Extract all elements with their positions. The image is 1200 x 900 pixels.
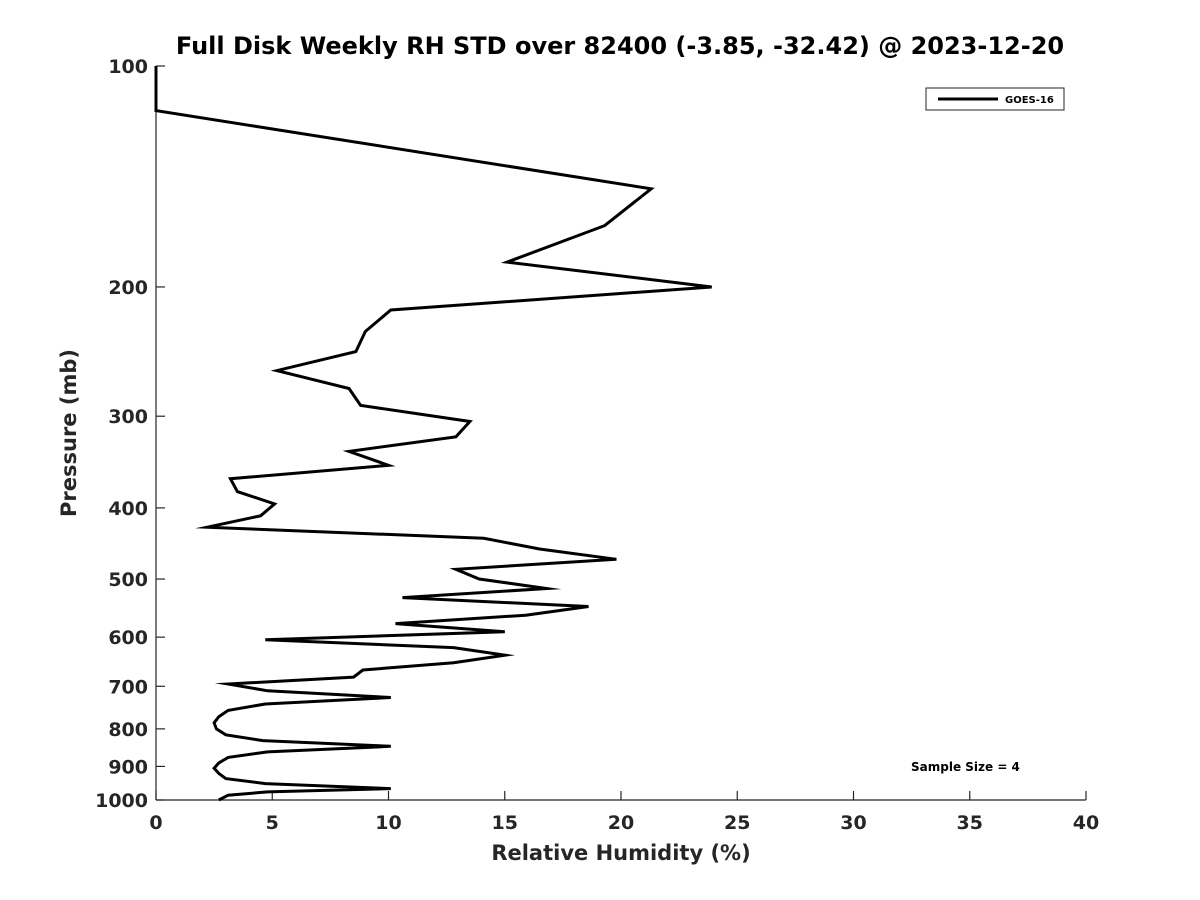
x-tick-label: 0 <box>149 812 162 834</box>
y-tick-label: 200 <box>108 277 148 299</box>
y-axis-label: Pressure (mb) <box>57 349 81 517</box>
x-tick-label: 10 <box>375 812 401 834</box>
y-tick-label: 100 <box>108 56 148 78</box>
x-tick-label: 5 <box>266 812 279 834</box>
x-tick-label: 40 <box>1073 812 1099 834</box>
x-tick-label: 30 <box>840 812 866 834</box>
y-tick-label: 500 <box>108 569 148 591</box>
legend: GOES-16 <box>925 87 1065 111</box>
y-tick-label: 900 <box>108 756 148 778</box>
series-layer <box>154 66 712 802</box>
sample-size-annotation: Sample Size = 4 <box>911 760 1020 774</box>
y-tick-label: 300 <box>108 406 148 428</box>
series-line-goes-16 <box>154 66 712 802</box>
y-ticks: 100 200 300 400 500 600 700 800 900 1000 <box>95 56 165 812</box>
x-tick-label: 15 <box>492 812 518 834</box>
y-tick-label: 700 <box>108 676 148 698</box>
y-tick-label: 600 <box>108 627 148 649</box>
x-ticks: 0 5 10 15 20 25 30 35 40 <box>149 791 1099 834</box>
x-tick-label: 20 <box>608 812 634 834</box>
legend-entry-goes-16: GOES-16 <box>1005 95 1054 106</box>
x-tick-label: 35 <box>957 812 983 834</box>
chart-title: Full Disk Weekly RH STD over 82400 (-3.8… <box>176 32 1064 60</box>
x-tick-label: 25 <box>724 812 750 834</box>
x-axis-label: Relative Humidity (%) <box>491 841 750 865</box>
y-tick-label: 800 <box>108 719 148 741</box>
y-tick-label: 1000 <box>95 790 148 812</box>
y-tick-label: 400 <box>108 498 148 520</box>
